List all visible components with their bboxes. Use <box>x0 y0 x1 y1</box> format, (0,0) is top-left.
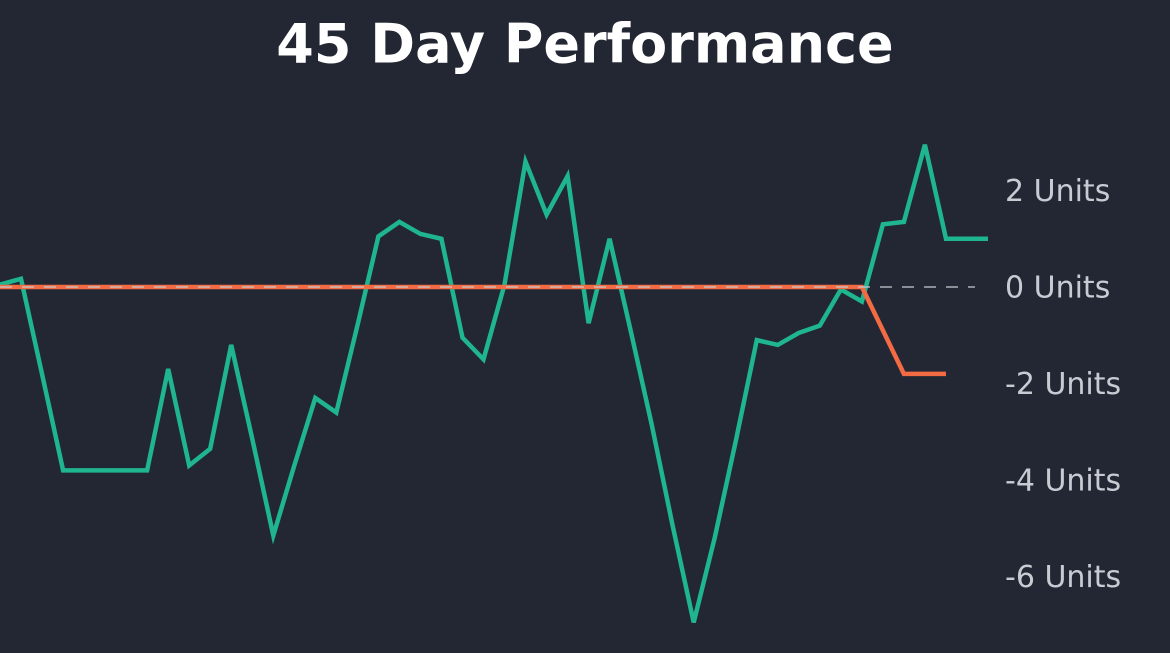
y-tick-label: 0 Units <box>1005 271 1110 306</box>
y-tick-label: -6 Units <box>1005 560 1121 595</box>
y-tick-label: -2 Units <box>1005 367 1121 402</box>
chart-title: 45 Day Performance <box>276 13 893 76</box>
y-tick-label: -4 Units <box>1005 464 1121 499</box>
series-line <box>0 144 988 623</box>
y-tick-label: 2 Units <box>1005 174 1110 209</box>
